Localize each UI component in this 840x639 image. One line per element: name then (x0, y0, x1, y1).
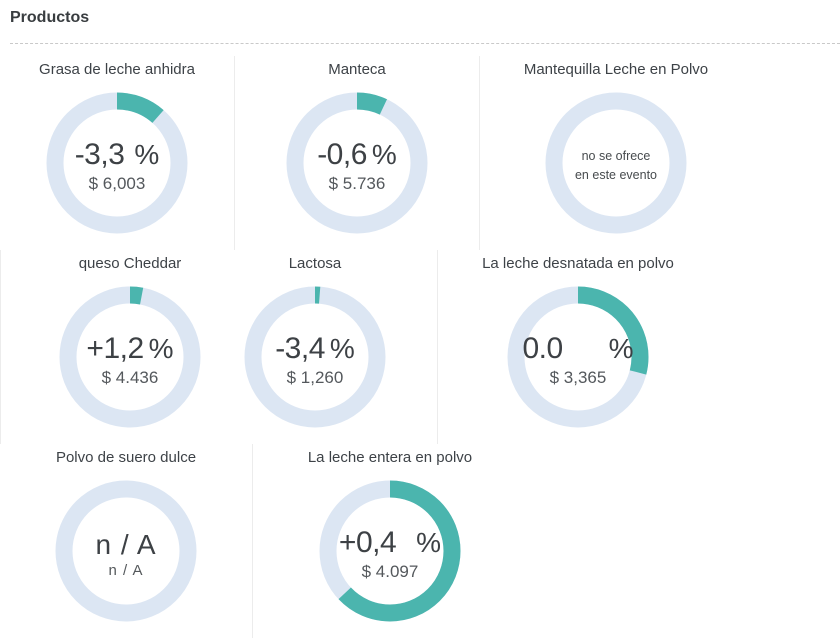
change-row: -3,4 % (275, 332, 355, 366)
donut-chart: +1,2 % $ 4.436 (59, 286, 201, 428)
product-title: Mantequilla Leche en Polvo (523, 61, 709, 78)
not-offered-note: no se ofrece en este evento (575, 147, 657, 186)
products-grid: Grasa de leche anhidra -3,3 % $ 6,003 (0, 56, 840, 638)
price-value: $ 4.436 (101, 368, 159, 387)
donut-chart: -3,4 % $ 1,260 (244, 286, 386, 428)
percent-sign: % (608, 333, 634, 364)
donut-ring-icon (55, 480, 197, 622)
donut-ring-icon (244, 286, 386, 428)
percent-sign: % (371, 139, 397, 170)
product-title: La leche entera en polvo (307, 449, 473, 466)
tile-cell: Manteca -0,6 % $ 5.736 (235, 56, 480, 250)
price-value: $ 4.097 (361, 562, 419, 581)
product-tile-grasa-de-leche-anhidra: Grasa de leche anhidra -3,3 % $ 6,003 (39, 56, 195, 234)
donut-center: +0,4 % $ 4.097 (319, 480, 461, 622)
page-header: Productos (0, 0, 840, 28)
donut-chart: +0,4 % $ 4.097 (319, 480, 461, 622)
product-tile-leche-entera-en-polvo: La leche entera en polvo +0,4 % $ 4.097 (253, 444, 527, 622)
donut-center: n / A n / A (55, 480, 197, 622)
change-row: -3,3 % (75, 138, 160, 172)
products-row-3: Polvo de suero dulce n / A n / A La lech… (0, 444, 840, 638)
product-title: Grasa de leche anhidra (39, 61, 195, 78)
percent-sign: % (416, 527, 442, 558)
donut-ring-icon (507, 286, 649, 428)
donut-ring-icon (59, 286, 201, 428)
price-value: $ 5.736 (328, 174, 386, 193)
change-value: 0.0 (522, 332, 563, 365)
tile-cell: La leche entera en polvo +0,4 % $ 4.097 (253, 444, 840, 638)
donut-ring-icon (286, 92, 428, 234)
donut-center: -0,6 % $ 5.736 (286, 92, 428, 234)
page-title: Productos (10, 9, 90, 26)
donut-chart: -0,6 % $ 5.736 (286, 92, 428, 234)
percent-sign: % (329, 333, 355, 364)
donut-center: 0.0 % $ 3,365 (507, 286, 649, 428)
change-row: 0.0 % (522, 332, 633, 366)
price-value: $ 1,260 (286, 368, 344, 387)
donut-center: +1,2 % $ 4.436 (59, 286, 201, 428)
tile-cell: Polvo de suero dulce n / A n / A (0, 444, 253, 638)
percent-sign: % (148, 333, 174, 364)
price-value: $ 3,365 (549, 368, 607, 387)
note-line-2: en este evento (574, 168, 657, 182)
tile-cell: queso Cheddar +1,2 % $ 4.436 (0, 250, 220, 444)
products-row-1: Grasa de leche anhidra -3,3 % $ 6,003 (0, 56, 840, 250)
product-title: La leche desnatada en polvo (482, 255, 674, 272)
product-title: Polvo de suero dulce (55, 449, 197, 466)
product-tile-polvo-de-suero-dulce: Polvo de suero dulce n / A n / A (55, 444, 197, 622)
product-tile-mantequilla-leche-en-polvo: Mantequilla Leche en Polvo no se ofrece … (480, 56, 752, 234)
na-sub-value: n / A (108, 562, 144, 579)
product-title: Lactosa (288, 255, 342, 272)
product-title: Manteca (328, 61, 386, 78)
price-value: $ 6,003 (88, 174, 146, 193)
change-row: +0,4 % (339, 526, 441, 560)
products-row-2: queso Cheddar +1,2 % $ 4.436 (0, 250, 840, 444)
donut-center: -3,3 % $ 6,003 (46, 92, 188, 234)
note-line-1: no se ofrece (581, 148, 651, 163)
change-value: -3,3 (74, 138, 125, 171)
donut-center: -3,4 % $ 1,260 (244, 286, 386, 428)
percent-sign: % (134, 139, 160, 170)
donut-chart: no se ofrece en este evento (545, 92, 687, 234)
na-value: n / A (95, 529, 157, 560)
tile-cell: Lactosa -3,4 % $ 1,260 (220, 250, 438, 444)
change-row: +1,2 % (86, 332, 173, 366)
donut-ring-icon (545, 92, 687, 234)
change-value: +0,4 (338, 526, 397, 559)
change-value: -0,6 (317, 138, 367, 171)
donut-chart: 0.0 % $ 3,365 (507, 286, 649, 428)
product-tile-lactosa: Lactosa -3,4 % $ 1,260 (220, 250, 410, 428)
donut-center: no se ofrece en este evento (545, 92, 687, 234)
tile-cell: Grasa de leche anhidra -3,3 % $ 6,003 (0, 56, 235, 250)
dashed-divider (10, 43, 840, 44)
change-row: -0,6 % (317, 138, 397, 172)
change-value: -3,4 (275, 332, 325, 365)
product-title: queso Cheddar (78, 255, 182, 272)
product-tile-queso-cheddar: queso Cheddar +1,2 % $ 4.436 (59, 250, 201, 428)
change-value: +1,2 (86, 332, 144, 365)
product-tile-leche-desnatada-en-polvo: La leche desnatada en polvo 0.0 % $ 3,36… (448, 250, 708, 428)
product-tile-manteca: Manteca -0,6 % $ 5.736 (286, 56, 428, 234)
tile-cell: Mantequilla Leche en Polvo no se ofrece … (480, 56, 840, 250)
donut-chart: n / A n / A (55, 480, 197, 622)
donut-ring-icon (46, 92, 188, 234)
donut-chart: -3,3 % $ 6,003 (46, 92, 188, 234)
donut-ring-icon (319, 480, 461, 622)
tile-cell: La leche desnatada en polvo 0.0 % $ 3,36… (438, 250, 840, 444)
